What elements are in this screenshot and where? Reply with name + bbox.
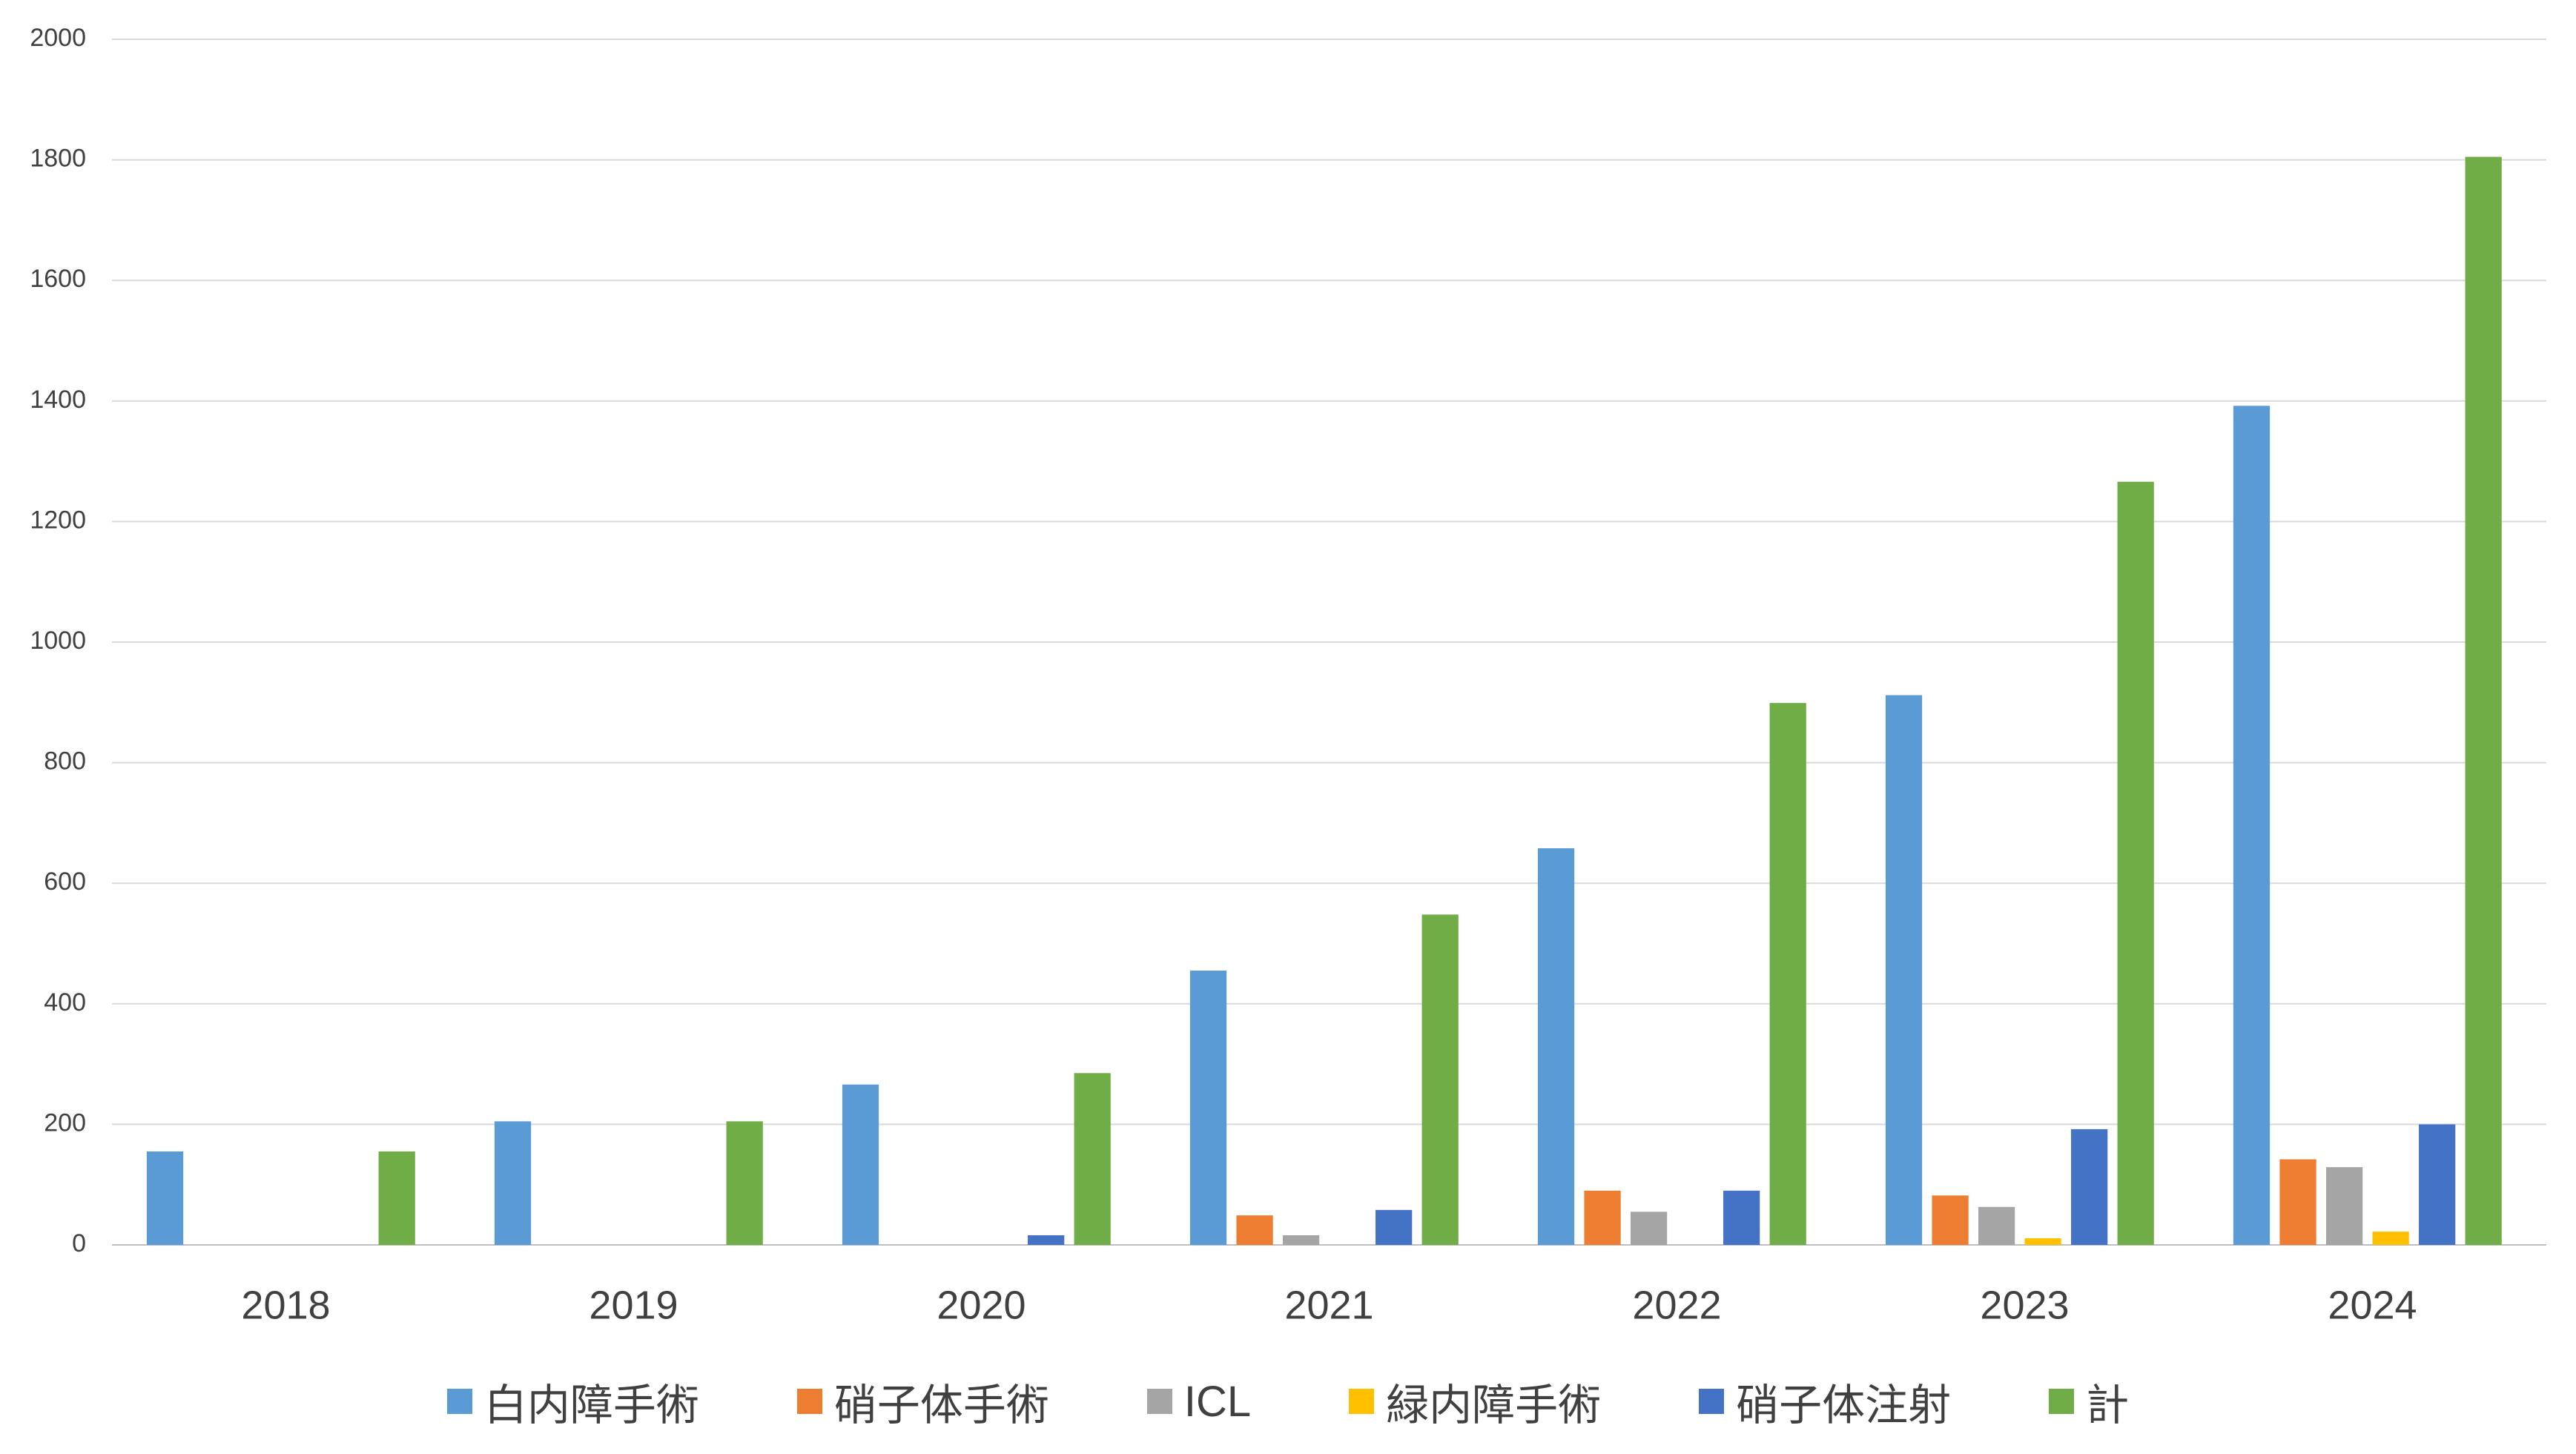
bar bbox=[2465, 156, 2502, 1245]
y-tick-label: 1800 bbox=[30, 145, 86, 173]
legend-swatch bbox=[1146, 1389, 1172, 1414]
bar bbox=[1375, 1209, 1413, 1245]
y-tick-label: 400 bbox=[44, 988, 86, 1017]
bar bbox=[2024, 1238, 2061, 1245]
y-tick-label: 1200 bbox=[30, 506, 86, 534]
bar bbox=[1978, 1206, 2015, 1245]
bar bbox=[1769, 703, 1806, 1245]
legend-label: 硝子体注射 bbox=[1736, 1381, 1952, 1430]
y-tick-label: 200 bbox=[44, 1108, 86, 1137]
bar bbox=[1189, 971, 1227, 1245]
legend-label: 硝子体手術 bbox=[833, 1381, 1049, 1430]
legend-swatch bbox=[2049, 1389, 2075, 1414]
legend-item: 計 bbox=[2049, 1370, 2129, 1432]
y-tick-label: 1600 bbox=[30, 265, 86, 293]
x-tick-label: 2019 bbox=[589, 1283, 678, 1327]
bar bbox=[1074, 1073, 1111, 1245]
bar bbox=[1421, 914, 1459, 1245]
legend-swatch bbox=[1699, 1389, 1725, 1414]
bar bbox=[146, 1151, 184, 1245]
bar bbox=[842, 1084, 879, 1245]
legend: 白内障手術 硝子体手術 ICL 緑内障手術 硝子体注射 計 bbox=[0, 1373, 2576, 1430]
bar bbox=[2325, 1167, 2363, 1245]
y-tick-label: 1000 bbox=[30, 627, 86, 655]
x-tick-label: 2023 bbox=[1980, 1283, 2069, 1327]
y-tick-label: 600 bbox=[44, 868, 86, 896]
x-tick-label: 2022 bbox=[1632, 1283, 1721, 1327]
legend-label: 計 bbox=[2086, 1381, 2130, 1430]
legend-item: 硝子体注射 bbox=[1699, 1370, 1951, 1432]
bar bbox=[2071, 1128, 2108, 1245]
legend-item: ICL bbox=[1146, 1377, 1252, 1427]
bar bbox=[726, 1121, 763, 1245]
legend-swatch bbox=[446, 1389, 472, 1414]
y-tick-label: 0 bbox=[72, 1229, 86, 1258]
bar bbox=[378, 1151, 415, 1245]
bar bbox=[1630, 1212, 1668, 1245]
bar bbox=[2117, 481, 2154, 1246]
x-tick-label: 2020 bbox=[937, 1283, 1026, 1327]
bar bbox=[1282, 1235, 1320, 1245]
legend-label: 緑内障手術 bbox=[1386, 1381, 1602, 1430]
bar bbox=[1236, 1215, 1273, 1245]
legend-label: ICL bbox=[1183, 1377, 1252, 1426]
bar bbox=[1028, 1235, 1065, 1245]
legend-item: 白内障手術 bbox=[446, 1370, 699, 1432]
bar bbox=[1885, 695, 1923, 1245]
x-tick-label: 2018 bbox=[241, 1283, 330, 1327]
y-tick-label: 2000 bbox=[30, 24, 86, 52]
bar bbox=[1723, 1190, 1760, 1245]
y-tick-label: 800 bbox=[44, 747, 86, 776]
bar bbox=[2419, 1124, 2456, 1245]
bar bbox=[2279, 1159, 2316, 1245]
bar bbox=[1932, 1195, 1969, 1245]
legend-item: 緑内障手術 bbox=[1349, 1370, 1601, 1432]
bar bbox=[1584, 1190, 1621, 1245]
bar bbox=[1537, 848, 1575, 1245]
x-tick-label: 2021 bbox=[1284, 1283, 1373, 1327]
bar bbox=[494, 1121, 532, 1245]
bar bbox=[2372, 1232, 2409, 1245]
legend-label: 白内障手術 bbox=[483, 1381, 699, 1430]
legend-item: 硝子体手術 bbox=[796, 1370, 1049, 1432]
y-tick-label: 1400 bbox=[30, 386, 86, 414]
legend-swatch bbox=[796, 1389, 822, 1414]
legend-swatch bbox=[1349, 1389, 1375, 1414]
bar bbox=[2233, 406, 2270, 1246]
x-tick-label: 2024 bbox=[2328, 1283, 2417, 1327]
